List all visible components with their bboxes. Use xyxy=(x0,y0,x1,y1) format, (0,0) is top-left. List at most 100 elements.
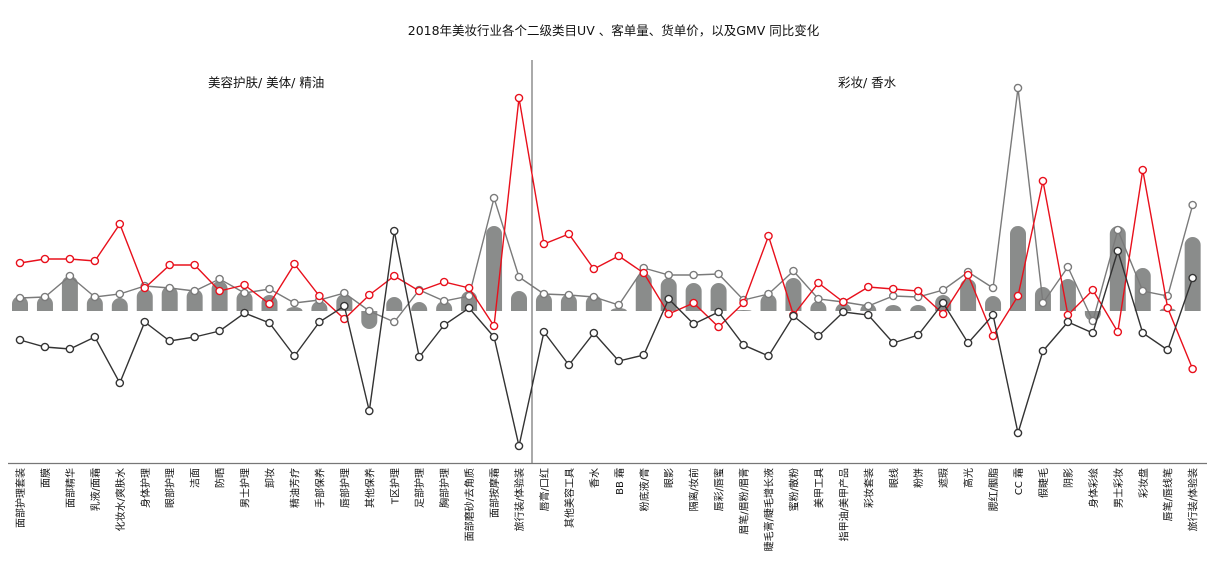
category-label: 身体护理 xyxy=(139,468,152,508)
category-label: 腮红/胭脂 xyxy=(987,468,1000,511)
data-point-marker xyxy=(290,259,299,269)
uv-bar xyxy=(186,289,203,311)
data-point-marker xyxy=(315,291,324,301)
uv-bar xyxy=(535,293,552,311)
data-point-marker xyxy=(340,288,349,298)
uv-bar xyxy=(960,279,977,311)
data-point-marker xyxy=(65,344,75,354)
data-point-marker xyxy=(190,332,199,342)
data-point-marker xyxy=(689,298,698,308)
data-point-marker xyxy=(364,406,374,416)
uv-bar xyxy=(1059,279,1076,311)
data-point-marker xyxy=(1113,225,1123,235)
category-label: 粉饼 xyxy=(912,468,925,488)
data-point-marker xyxy=(564,229,574,239)
data-point-marker xyxy=(764,351,773,361)
data-point-marker xyxy=(564,360,574,370)
data-point-marker xyxy=(315,317,324,327)
category-label: CC 霜 xyxy=(1013,468,1025,495)
data-point-marker xyxy=(115,378,125,388)
data-point-marker xyxy=(913,286,923,296)
category-label: 唇彩/唇蜜 xyxy=(713,468,726,511)
category-labels: 面部护理套装 面膜 面部精华 乳液/面霜 化妆水/爽肤水 身体护理 眼部护理 洁面 防晒 男士护理… xyxy=(14,468,1200,551)
category-label: 美甲工具 xyxy=(812,468,825,508)
data-point-marker xyxy=(514,272,524,282)
data-point-marker xyxy=(90,256,100,266)
data-point-marker xyxy=(589,292,599,302)
data-point-marker xyxy=(340,301,349,311)
data-point-marker xyxy=(689,319,698,329)
data-point-marker xyxy=(888,284,898,294)
data-point-marker xyxy=(864,310,873,320)
data-point-marker xyxy=(15,293,25,303)
category-label: 化妆水/爽肤水 xyxy=(114,468,127,531)
uv-bar xyxy=(111,298,128,311)
data-point-marker xyxy=(1038,346,1048,356)
uv-bar xyxy=(386,297,403,311)
data-point-marker xyxy=(1188,273,1197,283)
data-point-marker xyxy=(1038,298,1048,308)
data-point-marker xyxy=(1113,327,1123,337)
category-label: T区护理 xyxy=(388,468,401,505)
data-point-marker xyxy=(539,289,549,299)
data-point-marker xyxy=(489,193,499,203)
category-label: 身体彩绘 xyxy=(1087,468,1100,508)
uv-bar xyxy=(211,281,228,311)
uv-bar xyxy=(610,308,627,311)
data-point-marker xyxy=(564,290,574,300)
data-point-marker xyxy=(290,298,299,308)
uv-bar xyxy=(885,305,902,311)
uv-bar xyxy=(785,278,802,311)
data-point-marker xyxy=(265,284,274,294)
data-point-marker xyxy=(389,271,399,281)
group-label-makeup: 彩妆/ 香水 xyxy=(838,75,897,90)
data-point-marker xyxy=(190,286,199,296)
category-label: 男士护理 xyxy=(239,468,252,508)
data-point-marker xyxy=(215,326,224,336)
category-label: 唇部护理 xyxy=(338,468,351,508)
data-point-marker xyxy=(514,441,524,451)
uv-bar xyxy=(86,296,103,311)
data-point-marker xyxy=(689,270,698,280)
data-point-marker xyxy=(1013,428,1023,438)
data-point-marker xyxy=(265,299,274,309)
data-point-marker xyxy=(589,264,599,274)
data-point-marker xyxy=(714,269,723,279)
data-point-marker xyxy=(764,231,773,241)
data-point-marker xyxy=(40,292,50,302)
category-label: 面部护理套装 xyxy=(14,468,27,528)
data-point-marker xyxy=(215,274,224,284)
data-point-marker xyxy=(1038,176,1048,186)
category-label: 精油芳疗 xyxy=(288,468,301,508)
group-label-skincare: 美容护肤/ 美体/ 精油 xyxy=(208,75,325,90)
category-label: 眼线 xyxy=(887,468,900,488)
uv-bar xyxy=(810,301,827,311)
data-point-marker xyxy=(1088,328,1098,338)
data-point-marker xyxy=(165,260,174,270)
data-point-marker xyxy=(464,291,474,301)
data-point-marker xyxy=(614,356,624,366)
data-point-marker xyxy=(290,351,299,361)
category-label: 旅行装/体验装 xyxy=(513,468,526,531)
category-label: 遮瑕 xyxy=(937,468,950,488)
data-point-marker xyxy=(913,330,923,340)
line-series xyxy=(15,83,1197,451)
category-label: 指甲油/美甲产品 xyxy=(837,468,850,541)
data-point-marker xyxy=(240,280,249,290)
data-point-marker xyxy=(489,321,499,331)
uv-bar xyxy=(835,303,852,311)
series-GMV xyxy=(15,226,1197,451)
category-label: 男士彩妆 xyxy=(1112,468,1125,508)
data-point-marker xyxy=(265,318,274,328)
data-point-marker xyxy=(364,306,374,316)
uv-bar xyxy=(710,283,727,311)
data-point-marker xyxy=(389,317,399,327)
data-point-marker xyxy=(15,258,25,268)
category-label: 假睫毛 xyxy=(1037,468,1050,498)
data-point-marker xyxy=(165,283,174,293)
data-point-marker xyxy=(90,292,100,302)
uv-bar xyxy=(511,291,527,311)
data-point-marker xyxy=(888,338,898,348)
uv-bar xyxy=(560,294,577,311)
uv-bar xyxy=(436,301,453,311)
